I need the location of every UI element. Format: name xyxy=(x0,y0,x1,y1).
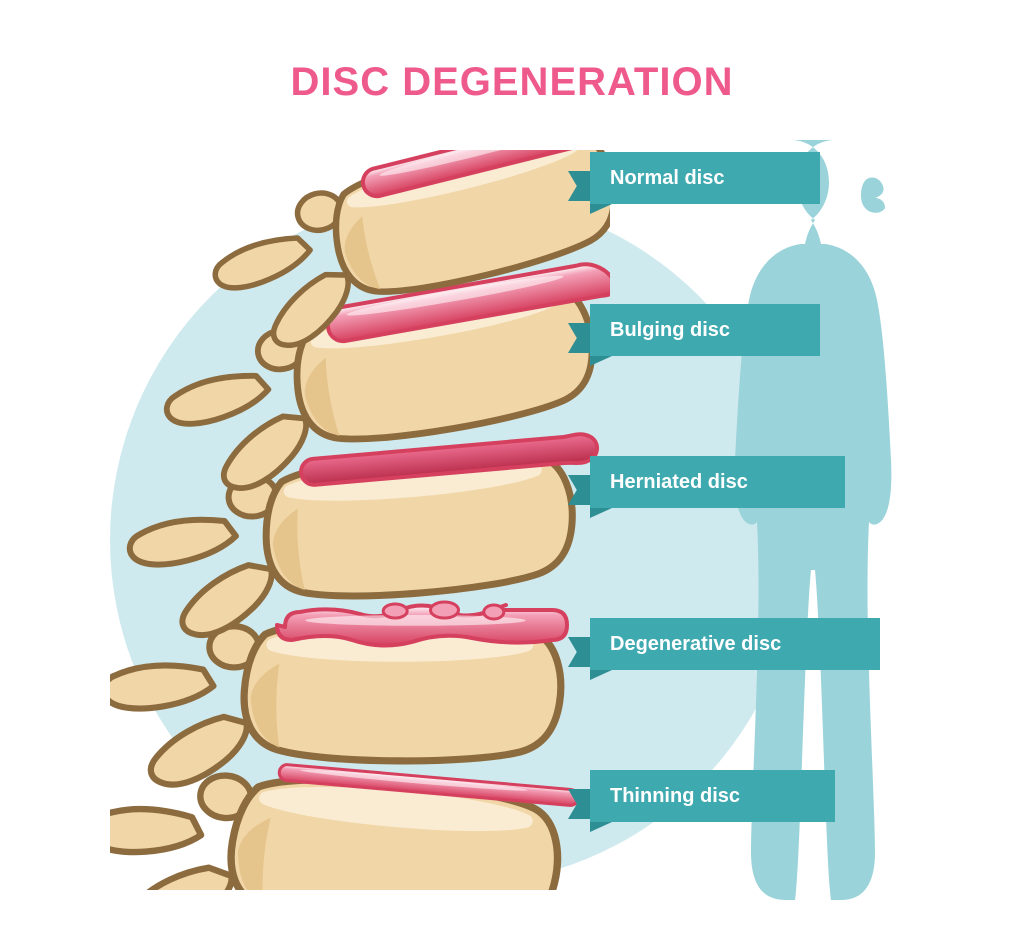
label-ribbon: Herniated disc xyxy=(568,456,845,508)
ribbon-fold xyxy=(568,171,590,201)
label-ribbon: Normal disc xyxy=(568,152,820,204)
ribbon-fold xyxy=(568,323,590,353)
vertebra xyxy=(110,619,561,785)
ribbon-fold xyxy=(568,637,590,667)
ribbon-body: Degenerative disc xyxy=(590,618,880,670)
label-text: Degenerative disc xyxy=(610,633,781,656)
label-ribbon: Bulging disc xyxy=(568,304,820,356)
ribbon-body: Herniated disc xyxy=(590,456,845,508)
label-ribbon: Degenerative disc xyxy=(568,618,880,670)
spine-illustration xyxy=(110,150,610,890)
label-text: Herniated disc xyxy=(610,471,748,494)
ribbon-fold xyxy=(568,789,590,819)
ribbon-fold xyxy=(568,475,590,505)
diagram-title: DISC DEGENERATION xyxy=(0,60,1024,105)
ribbon-body: Normal disc xyxy=(590,152,820,204)
label-text: Bulging disc xyxy=(610,319,730,342)
ribbon-body: Bulging disc xyxy=(590,304,820,356)
label-text: Normal disc xyxy=(610,167,724,190)
ribbon-body: Thinning disc xyxy=(590,770,835,822)
label-ribbon: Thinning disc xyxy=(568,770,835,822)
label-text: Thinning disc xyxy=(610,785,740,808)
